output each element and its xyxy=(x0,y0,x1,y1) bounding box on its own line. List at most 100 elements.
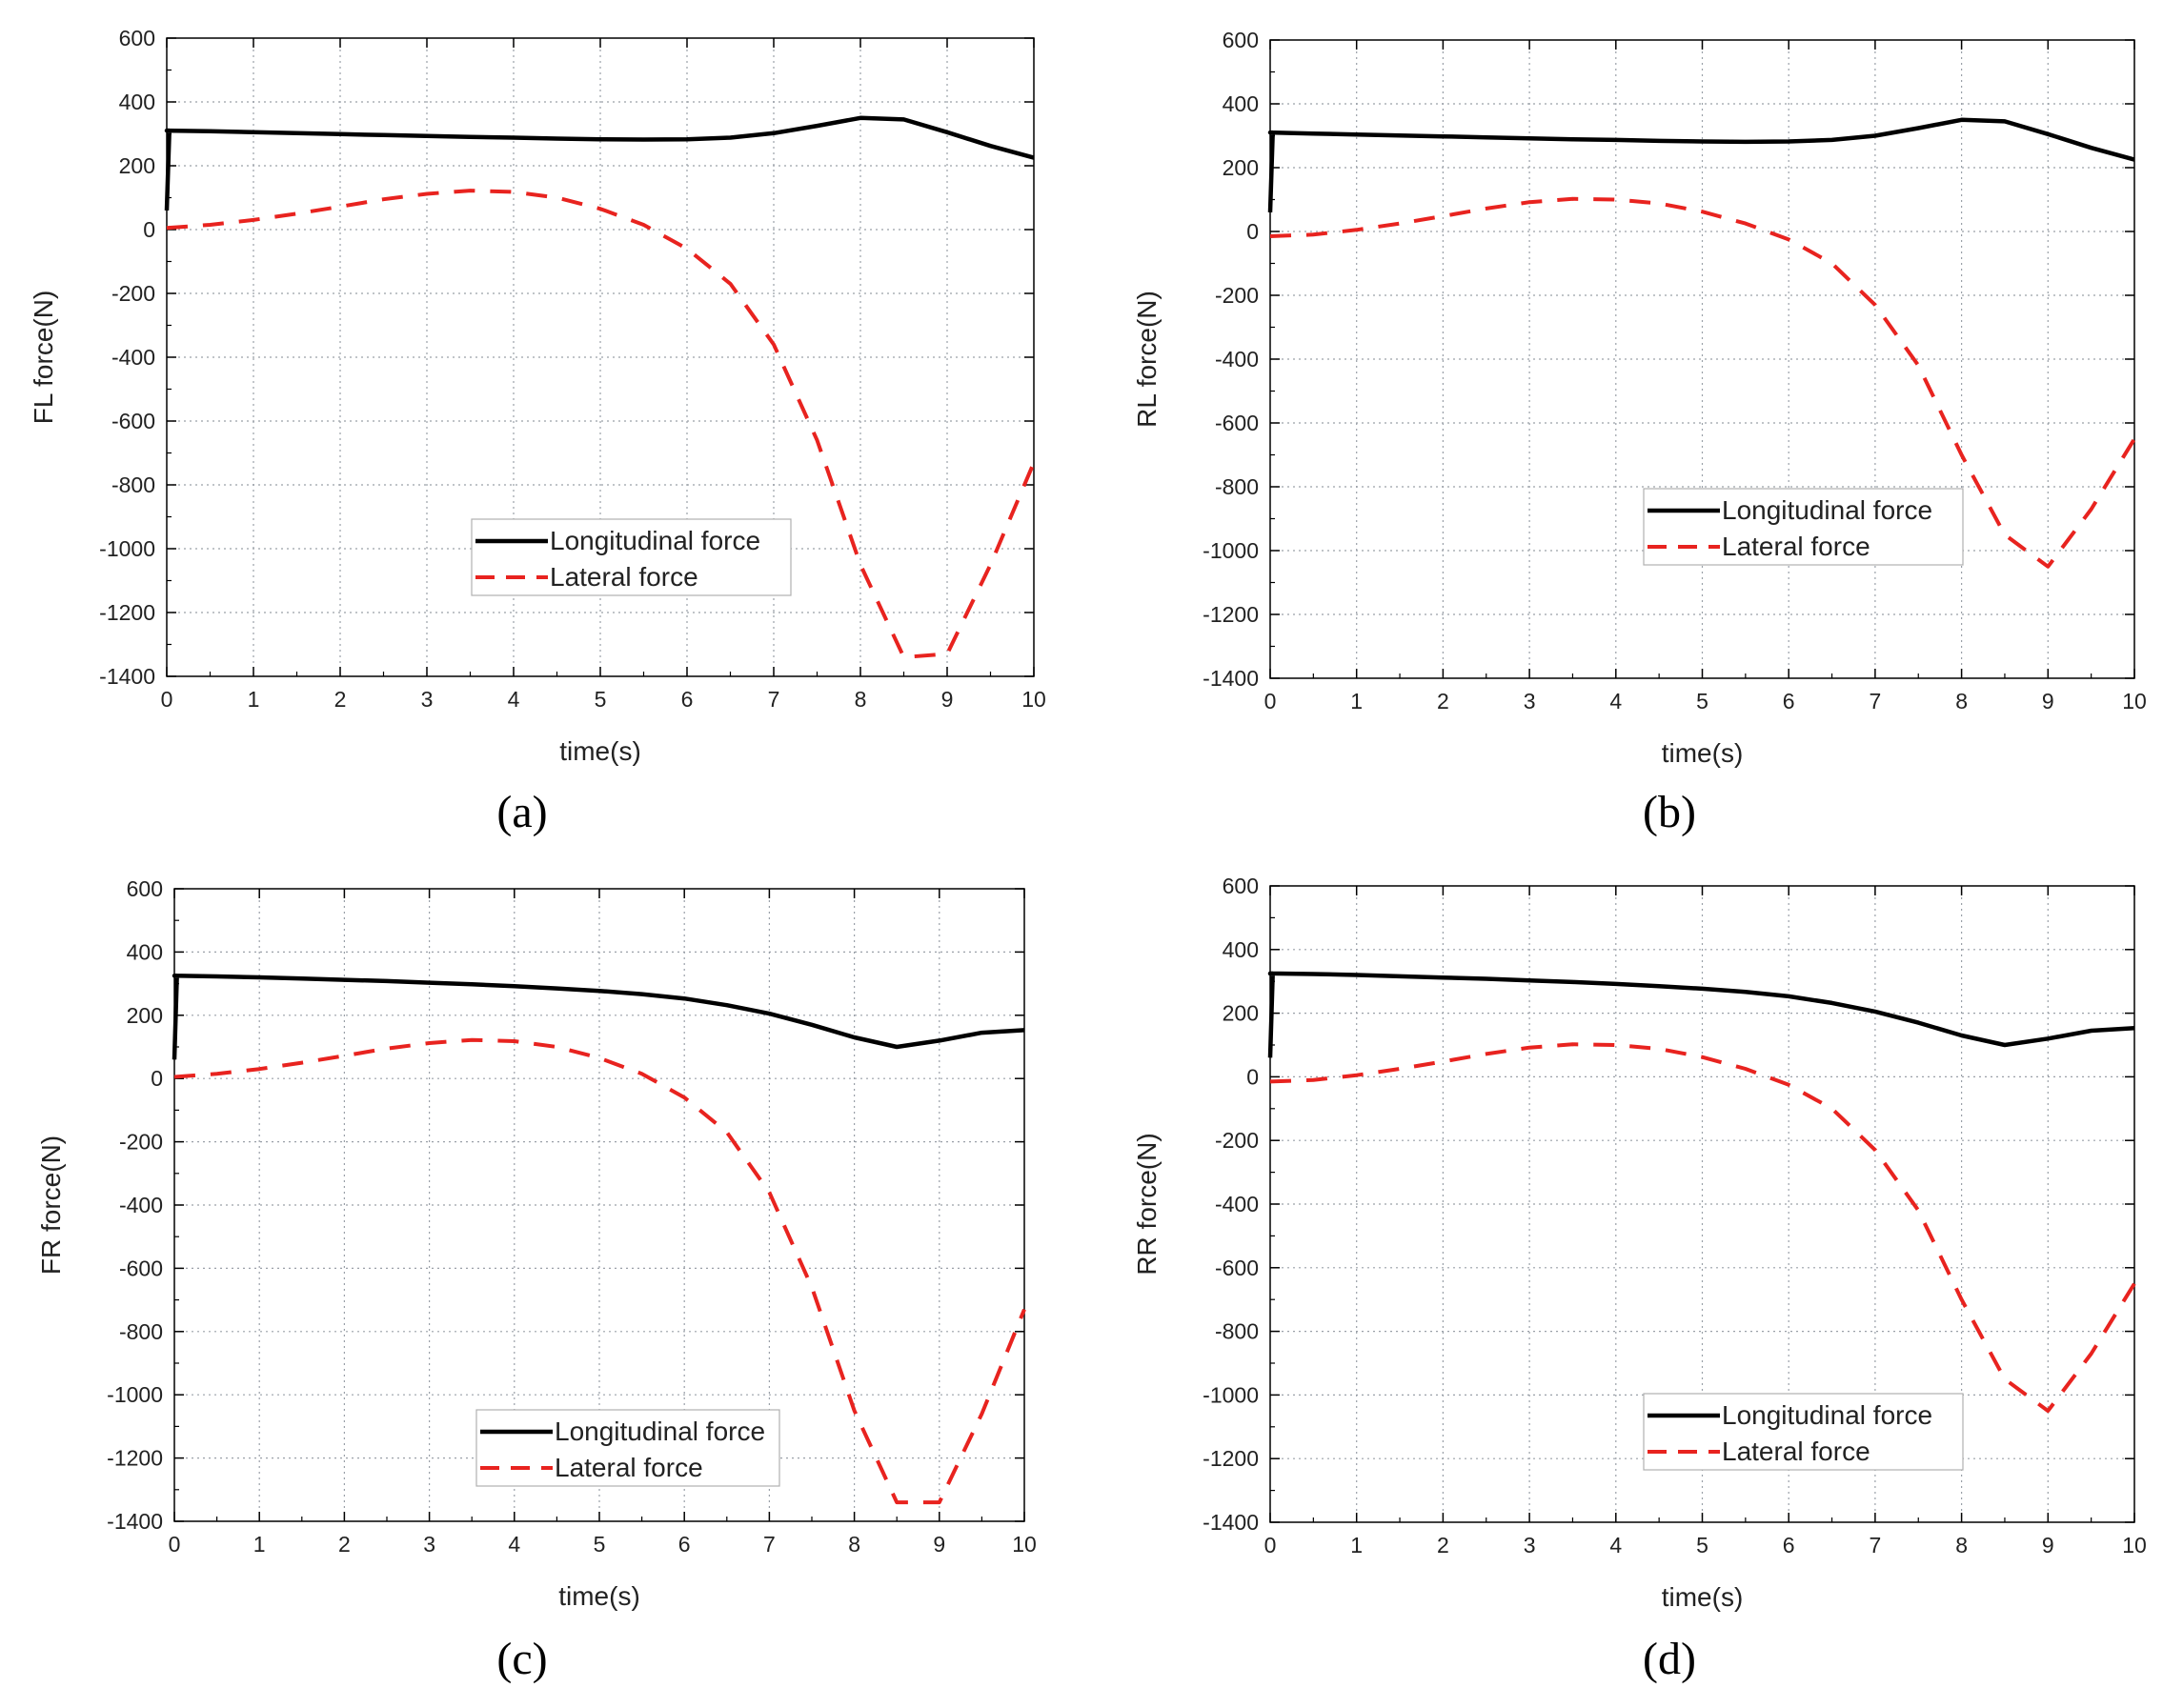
x-tick-label: 6 xyxy=(1783,689,1795,713)
y-tick-label: 200 xyxy=(1223,155,1259,180)
legend-label-longitudinal: Longitudinal force xyxy=(1722,1400,1932,1430)
x-tick-label: 10 xyxy=(1012,1532,1037,1557)
y-tick-label: -400 xyxy=(119,1193,163,1217)
legend-box xyxy=(1643,488,1964,566)
y-tick-label: 400 xyxy=(1223,937,1259,962)
y-tick-label: 200 xyxy=(119,153,155,178)
y-tick-label: -200 xyxy=(119,1130,163,1155)
legend-label-longitudinal: Longitudinal force xyxy=(555,1417,765,1446)
y-axis-label: FL force(N) xyxy=(29,291,58,425)
x-tick-label: 6 xyxy=(678,1532,691,1557)
y-tick-label: 600 xyxy=(1223,28,1259,52)
y-tick-label: -1200 xyxy=(99,600,155,625)
x-tick-label: 7 xyxy=(768,687,780,712)
y-axis-label: FR force(N) xyxy=(36,1135,66,1275)
longitudinal-force-line xyxy=(1267,971,2135,1058)
x-tick-label: 4 xyxy=(508,1532,520,1557)
x-tick-label: 10 xyxy=(1021,687,1046,712)
y-tick-label: 0 xyxy=(143,217,155,242)
legend-box xyxy=(1643,1393,1964,1471)
y-tick-label: -1400 xyxy=(1203,666,1259,691)
panel-d-chart: 0 1 2 3 4 5 6 7 8 9 10 600 400 200 0 -200 -400 -600 -800 -1… xyxy=(1132,874,2147,1684)
x-tick-label: 9 xyxy=(2042,689,2054,713)
y-tick-label: -800 xyxy=(119,1319,163,1344)
x-tick-label: 3 xyxy=(1524,689,1536,713)
x-tick-label: 5 xyxy=(1696,1533,1708,1557)
x-tick-label: 9 xyxy=(933,1532,945,1557)
x-tick-label: 4 xyxy=(1609,689,1622,713)
x-tick-label: 0 xyxy=(1264,1533,1277,1557)
x-tick-label: 9 xyxy=(2042,1533,2054,1557)
x-tick-label: 2 xyxy=(334,687,347,712)
panel-b-chart: 0 1 2 3 4 5 6 7 8 9 10 600 400 200 0 -200 -400 -600 -800 -1… xyxy=(1132,28,2147,837)
x-tick-label: 4 xyxy=(508,687,520,712)
y-tick-label: -200 xyxy=(111,281,155,306)
y-tick-label: -400 xyxy=(1215,1192,1259,1216)
y-tick-label: -200 xyxy=(1215,283,1259,308)
y-tick-label: -400 xyxy=(111,345,155,370)
y-tick-label: 0 xyxy=(151,1066,163,1091)
y-tick-label: 600 xyxy=(1223,874,1259,898)
x-tick-label: 8 xyxy=(848,1532,860,1557)
legend-label-lateral: Lateral force xyxy=(550,562,698,592)
legend-box xyxy=(475,1409,780,1487)
panel-b-label: (b) xyxy=(1643,787,1696,837)
legend: Longitudinal force Lateral force xyxy=(1643,488,1964,566)
y-tick-label: -1400 xyxy=(99,664,155,689)
x-tick-label: 3 xyxy=(423,1532,435,1557)
x-tick-label: 9 xyxy=(941,687,954,712)
y-tick-label: 200 xyxy=(127,1003,163,1028)
x-tick-label: 7 xyxy=(763,1532,776,1557)
y-axis-label: RR force(N) xyxy=(1132,1133,1162,1275)
y-tick-label: -1000 xyxy=(1203,1382,1259,1407)
y-axis-label: RL force(N) xyxy=(1132,291,1162,428)
x-tick-label: 8 xyxy=(1955,1533,1968,1557)
y-tick-label: -1000 xyxy=(99,536,155,561)
panel-c-label: (c) xyxy=(496,1634,547,1684)
x-tick-label: 4 xyxy=(1609,1533,1622,1557)
y-tick-label: -600 xyxy=(111,409,155,433)
y-tick-label: -400 xyxy=(1215,347,1259,372)
y-tick-label: 600 xyxy=(119,26,155,50)
legend: Longitudinal force Lateral force xyxy=(475,1409,780,1487)
x-tick-label: 0 xyxy=(161,687,173,712)
panel-c-chart: 0 1 2 3 4 5 6 7 8 9 10 600 400 200 0 -200 -400 -600 -800 -1… xyxy=(36,876,1037,1684)
legend-box xyxy=(471,518,792,596)
x-axis-label: time(s) xyxy=(1662,738,1744,768)
x-tick-label: 5 xyxy=(1696,689,1708,713)
x-tick-label: 1 xyxy=(248,687,260,712)
panel-a-chart: 0 1 2 3 4 5 6 7 8 9 10 600 400 200 0 -200 -400 -600 -800 -1… xyxy=(29,26,1046,837)
y-tick-label: -1400 xyxy=(107,1509,163,1534)
y-tick-label: -600 xyxy=(1215,411,1259,435)
panel-a-label: (a) xyxy=(496,787,547,837)
x-tick-label: 1 xyxy=(1350,689,1363,713)
y-tick-label: 400 xyxy=(1223,91,1259,116)
x-tick-label: 6 xyxy=(1783,1533,1795,1557)
y-tick-label: -600 xyxy=(1215,1256,1259,1280)
legend: Longitudinal force Lateral force xyxy=(471,518,792,596)
x-axis-label: time(s) xyxy=(558,1581,640,1611)
longitudinal-force-line xyxy=(172,974,1025,1060)
x-tick-label: 3 xyxy=(1524,1533,1536,1557)
x-tick-label: 7 xyxy=(1870,1533,1882,1557)
y-tick-label: 0 xyxy=(1246,1064,1259,1089)
legend-label-lateral: Lateral force xyxy=(1722,532,1870,561)
x-tick-label: 10 xyxy=(2122,689,2147,713)
x-tick-label: 0 xyxy=(1264,689,1277,713)
y-tick-label: -800 xyxy=(1215,474,1259,499)
x-tick-label: 5 xyxy=(594,1532,606,1557)
x-tick-label: 3 xyxy=(421,687,434,712)
x-tick-label: 5 xyxy=(595,687,607,712)
y-tick-label: -800 xyxy=(111,472,155,497)
legend-label-lateral: Lateral force xyxy=(1722,1437,1870,1466)
x-tick-label: 1 xyxy=(1350,1533,1363,1557)
y-tick-label: -200 xyxy=(1215,1128,1259,1153)
legend-label-longitudinal: Longitudinal force xyxy=(550,526,760,555)
y-tick-label: -1200 xyxy=(1203,1446,1259,1471)
longitudinal-force-line xyxy=(164,115,1035,211)
y-tick-label: 0 xyxy=(1246,219,1259,244)
x-tick-label: 10 xyxy=(2122,1533,2147,1557)
y-tick-label: -1000 xyxy=(107,1382,163,1407)
